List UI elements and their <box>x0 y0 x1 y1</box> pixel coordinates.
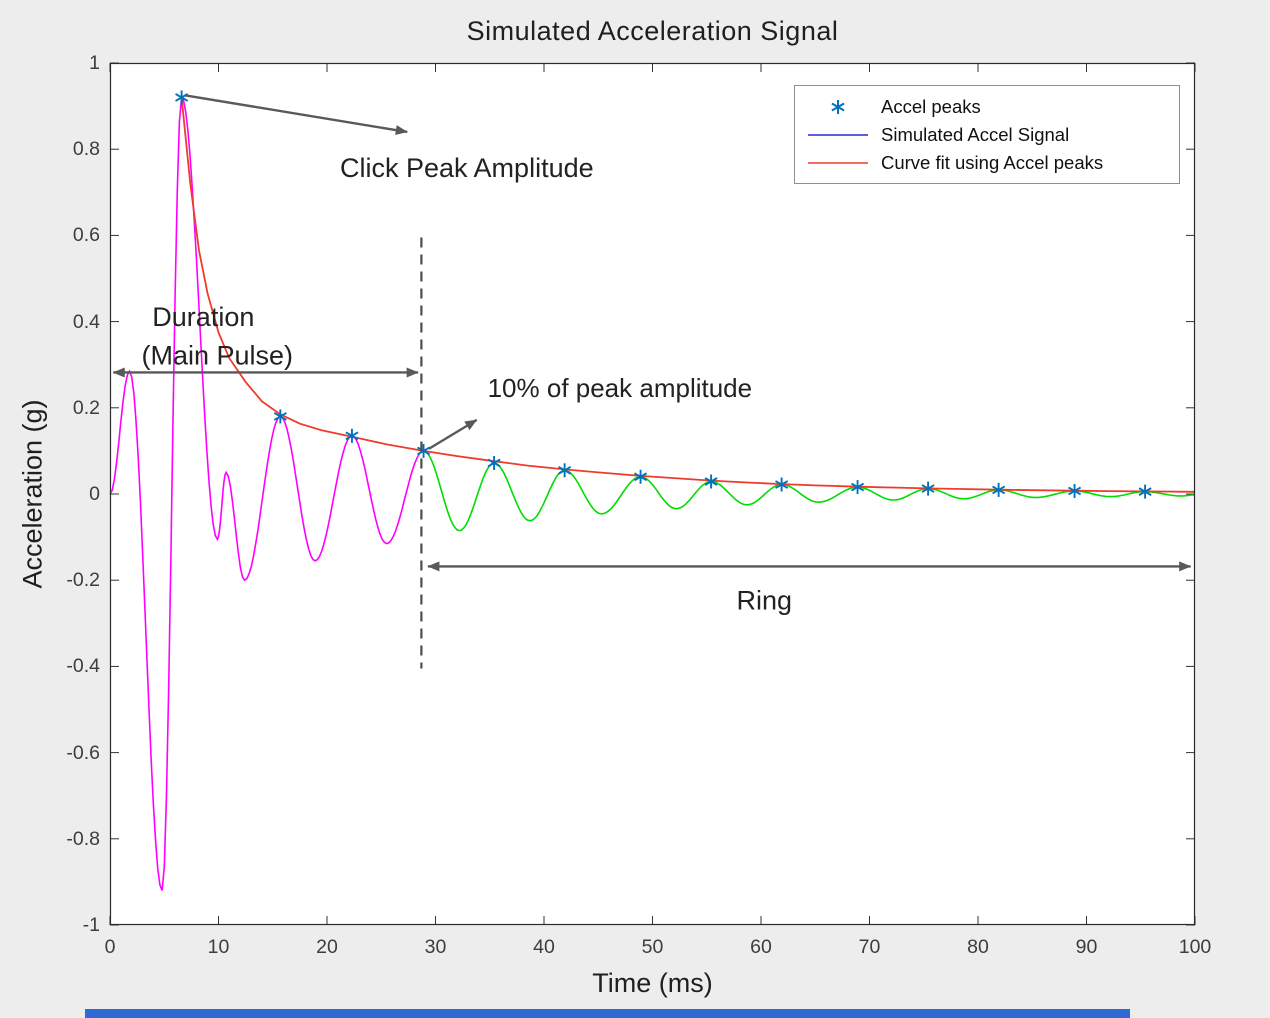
y-tick-label: 0.6 <box>72 224 100 247</box>
x-tick-label: 100 <box>1178 936 1212 958</box>
legend-label-simulated-signal: Simulated Accel Signal <box>881 124 1070 145</box>
x-tick-label: 90 <box>1075 936 1098 958</box>
legend-label-curve-fit: Curve fit using Accel peaks <box>881 152 1104 173</box>
legend-entry-simulated-signal[interactable]: Simulated Accel Signal <box>795 121 1179 149</box>
ten-percent-arrow <box>428 418 478 450</box>
bottom-blue-strip <box>85 1009 1130 1018</box>
y-tick-label: 0.8 <box>72 138 100 161</box>
y-tick-label: 1 <box>89 52 100 74</box>
accel-peak-marker[interactable] <box>921 481 935 496</box>
accel-peak-marker[interactable] <box>273 409 287 424</box>
x-tick-label: 60 <box>750 936 772 958</box>
ten-percent-label: 10% of peak amplitude <box>488 373 753 403</box>
accel-peak-marker[interactable] <box>851 480 865 495</box>
asterisk-marker-icon <box>795 96 881 118</box>
x-tick-label: 70 <box>858 936 881 958</box>
accel-peak-marker[interactable] <box>775 477 789 492</box>
x-tick-label: 40 <box>533 936 555 958</box>
y-tick-label: 0.2 <box>72 396 100 419</box>
y-tick-label: -0.2 <box>66 569 100 592</box>
accel-peak-marker[interactable] <box>992 482 1006 497</box>
accel-peak-marker[interactable] <box>417 443 431 458</box>
x-tick-label: 50 <box>641 936 664 958</box>
x-tick-label: 0 <box>104 936 116 958</box>
ring-label: Ring <box>737 586 793 616</box>
tick-marks <box>109 62 1196 926</box>
x-tick-label: 10 <box>207 936 230 958</box>
red-line-sample-icon <box>795 152 881 174</box>
y-tick-label: -0.6 <box>66 741 100 764</box>
chart-title: Simulated Acceleration Signal <box>466 16 839 46</box>
duration-label: Duration <box>152 302 254 332</box>
plot-canvas[interactable]: Click Peak Amplitude Duration (Main Pulse)… <box>109 62 1196 926</box>
legend-entry-accel-peaks[interactable]: Accel peaks <box>795 93 1179 121</box>
accel-peak-marker[interactable] <box>1068 483 1082 498</box>
accel-peak-marker[interactable] <box>487 455 501 470</box>
plot-area[interactable]: Click Peak Amplitude Duration (Main Pulse)… <box>109 62 1196 926</box>
legend-label-accel-peaks: Accel peaks <box>881 96 981 117</box>
legend[interactable]: Accel peaks Simulated Accel Signal Curve… <box>794 85 1180 184</box>
signal-main-pulse-path <box>109 94 424 891</box>
y-tick-label: 0 <box>89 483 100 505</box>
accel-peak-marker[interactable] <box>704 474 718 489</box>
y-tick-label: -1 <box>82 914 100 936</box>
y-tick-label: 0.4 <box>72 310 100 333</box>
click-peak-label: Click Peak Amplitude <box>340 153 594 183</box>
axes-border <box>109 62 1196 926</box>
y-tick-label: -0.4 <box>66 655 100 678</box>
accel-peak-marker[interactable] <box>558 463 572 478</box>
legend-entry-curve-fit[interactable]: Curve fit using Accel peaks <box>795 149 1179 177</box>
x-tick-label: 20 <box>316 936 338 958</box>
click-peak-arrow <box>184 94 408 136</box>
x-tick-label: 30 <box>424 936 447 958</box>
signal-ring-path <box>423 450 1195 532</box>
blue-line-sample-icon <box>795 124 881 146</box>
x-axis-label: Time (ms) <box>592 968 713 998</box>
accel-peak-marker[interactable] <box>175 90 189 105</box>
x-tick-label: 80 <box>967 936 989 958</box>
duration-label: (Main Pulse) <box>142 341 294 371</box>
y-tick-label: -0.8 <box>66 827 100 850</box>
accel-peak-marker[interactable] <box>634 469 648 484</box>
accel-peak-marker[interactable] <box>1138 484 1152 499</box>
accel-peak-marker[interactable] <box>345 428 359 443</box>
